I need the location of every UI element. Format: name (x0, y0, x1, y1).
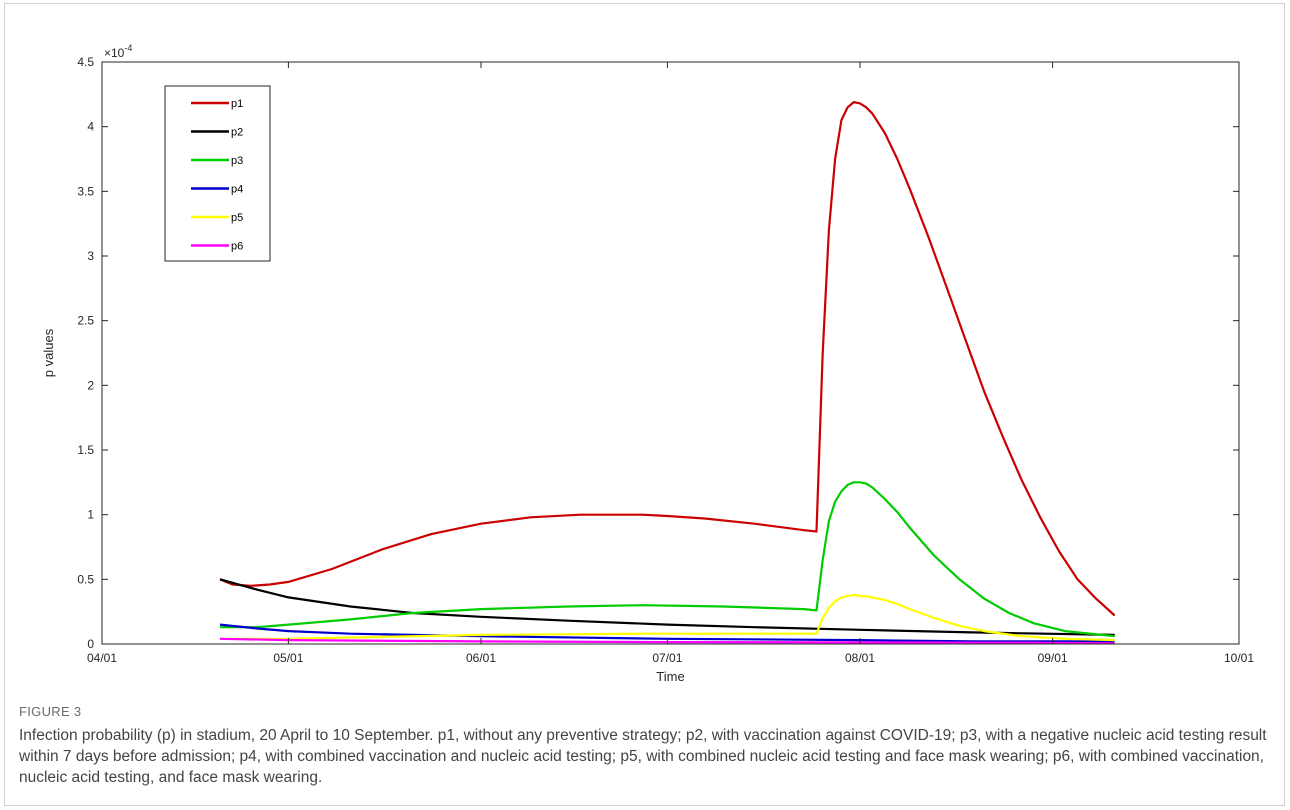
y-tick-label: 4.5 (77, 55, 94, 69)
figure-frame: 04/01 05/01 06/01 07/01 08/01 09/01 10/01 0 0.5 1… (4, 3, 1285, 806)
y-exponent-label: ×10-4 (104, 43, 132, 60)
x-tick-label: 05/01 (273, 651, 303, 665)
x-tick-label: 07/01 (652, 651, 682, 665)
y-tick-label: 0 (87, 637, 94, 651)
y-tick-label: 1.5 (77, 443, 94, 457)
figure-caption: FIGURE 3 Infection probability (p) in st… (19, 704, 1281, 788)
legend-entry-p2: p2 (231, 127, 243, 139)
x-tick-label: 04/01 (87, 651, 117, 665)
y-tick-label: 4 (87, 120, 94, 134)
series-layer (219, 100, 1116, 645)
axes-layer: 04/01 05/01 06/01 07/01 08/01 09/01 10/01 0 0.5 1… (41, 43, 1254, 684)
y-axis-label: p values (41, 328, 56, 377)
legend-entry-p3: p3 (231, 155, 243, 167)
legend-entry-p5: p5 (231, 212, 243, 224)
legend: p1 p2 p3 p4 p5 p6 (164, 85, 271, 262)
x-tick-label: 06/01 (466, 651, 496, 665)
plot-background (102, 62, 1239, 644)
series-line-p6 (219, 637, 1115, 645)
legend-entry-p6: p6 (231, 241, 243, 253)
y-tick-label: 0.5 (77, 572, 94, 586)
series-line-p5 (220, 593, 1115, 642)
series-line-p3 (220, 481, 1115, 638)
figure-label: FIGURE 3 (19, 704, 82, 719)
y-tick-label: 3.5 (77, 184, 94, 198)
y-tick-label: 2 (87, 378, 94, 392)
y-exponent-power: -4 (124, 43, 132, 53)
series-line-p4 (219, 623, 1115, 643)
plot-border (101, 61, 1240, 645)
series-line-p1 (219, 100, 1116, 617)
line-chart: 04/01 05/01 06/01 07/01 08/01 09/01 10/01 0 0.5 1… (41, 43, 1254, 684)
y-tick-label: 2.5 (77, 314, 94, 328)
x-tick-label: 09/01 (1038, 651, 1068, 665)
series-line-p2 (219, 578, 1115, 636)
y-tick-label: 3 (87, 249, 94, 263)
legend-entry-p4: p4 (231, 184, 243, 196)
legend-entry-p1: p1 (231, 98, 243, 110)
figure-caption-text: Infection probability (p) in stadium, 20… (19, 727, 1267, 786)
plot-area (102, 62, 1239, 644)
y-tick-label: 1 (87, 508, 94, 522)
x-tick-label: 08/01 (845, 651, 875, 665)
x-axis-label: Time (656, 669, 684, 684)
x-tick-label: 10/01 (1224, 651, 1254, 665)
legend-box (164, 85, 271, 262)
